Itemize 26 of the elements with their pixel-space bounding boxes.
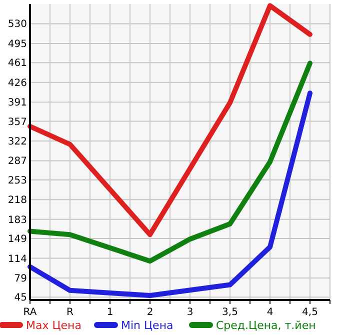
y-tick-label: 357 <box>8 116 27 128</box>
y-tick-label: 79 <box>14 274 27 285</box>
x-tick-label: RA <box>23 307 37 318</box>
x-tick-label: 1 <box>106 307 114 318</box>
y-tick-label: 461 <box>8 58 27 70</box>
y-tick-label: 391 <box>8 98 27 109</box>
x-tick-label: 2 <box>146 307 154 318</box>
y-tick-label: 114 <box>8 254 27 265</box>
y-tick-label: 253 <box>8 175 27 186</box>
x-tick-label: 3,5 <box>222 307 238 318</box>
legend-label: Max Цена <box>26 318 82 332</box>
legend-label: Min Цена <box>121 318 174 332</box>
x-tick-label: R <box>66 307 74 318</box>
legend-label: Сред.Цена, т.йен <box>216 318 316 332</box>
y-tick-label: 149 <box>8 234 27 246</box>
y-tick-label: 183 <box>8 214 27 226</box>
y-tick-label: 218 <box>8 195 27 206</box>
x-tick-label: 3 <box>186 307 194 318</box>
y-tick-label: 287 <box>8 156 27 168</box>
y-tick-label: 426 <box>8 78 27 89</box>
y-tick-label: 45 <box>14 292 27 304</box>
x-tick-label: 4,5 <box>302 307 318 318</box>
y-tick-label: 495 <box>8 38 27 50</box>
y-tick-label: 530 <box>8 19 27 30</box>
x-tick-label: 4 <box>266 307 274 318</box>
y-tick-label: 322 <box>8 136 27 148</box>
